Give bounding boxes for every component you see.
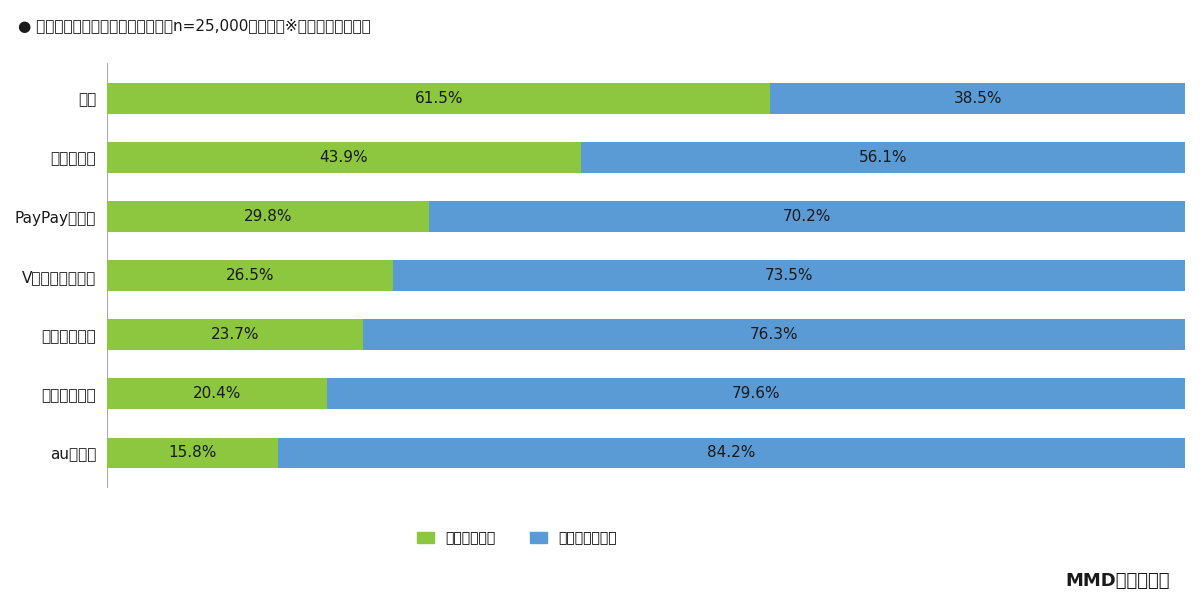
- Text: 43.9%: 43.9%: [319, 150, 368, 165]
- Bar: [108, 201, 428, 232]
- Text: 76.3%: 76.3%: [750, 327, 798, 343]
- Bar: [581, 142, 1186, 173]
- Legend: 意識している, 意識していない: 意識している, 意識していない: [418, 531, 617, 545]
- Bar: [108, 142, 581, 173]
- Bar: [328, 379, 1186, 409]
- Bar: [362, 320, 1186, 350]
- Bar: [108, 438, 277, 468]
- Bar: [770, 83, 1186, 114]
- Bar: [428, 201, 1186, 232]
- Text: 38.5%: 38.5%: [953, 91, 1002, 106]
- Text: 61.5%: 61.5%: [414, 91, 463, 106]
- Bar: [277, 438, 1186, 468]
- Text: 29.8%: 29.8%: [244, 209, 293, 224]
- Text: 26.5%: 26.5%: [226, 268, 275, 283]
- Text: MMD研究所調べ: MMD研究所調べ: [1066, 572, 1170, 590]
- Text: 73.5%: 73.5%: [764, 268, 814, 283]
- Bar: [108, 83, 770, 114]
- Text: 79.6%: 79.6%: [732, 386, 780, 402]
- Text: 15.8%: 15.8%: [168, 445, 217, 461]
- Bar: [108, 379, 328, 409]
- Bar: [108, 261, 394, 291]
- Text: 23.7%: 23.7%: [211, 327, 259, 343]
- Text: 56.1%: 56.1%: [858, 150, 907, 165]
- Text: ● ポイント経済圏に対する意識（各n=25,000、単数）※ポイント経済圏別: ● ポイント経済圏に対する意識（各n=25,000、単数）※ポイント経済圏別: [18, 18, 371, 33]
- Text: 20.4%: 20.4%: [193, 386, 241, 402]
- Text: 84.2%: 84.2%: [707, 445, 756, 461]
- Bar: [394, 261, 1186, 291]
- Bar: [108, 320, 362, 350]
- Text: 70.2%: 70.2%: [782, 209, 830, 224]
